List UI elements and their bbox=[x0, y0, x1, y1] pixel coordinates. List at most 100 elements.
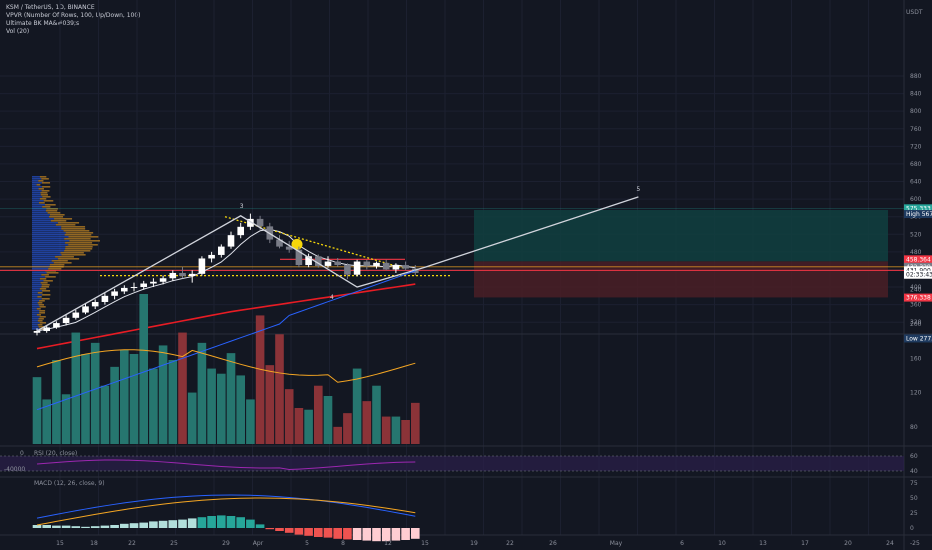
price-tick: 800 bbox=[910, 108, 922, 115]
candle bbox=[247, 218, 254, 227]
rsi-tick: 40 bbox=[910, 468, 918, 475]
time-tick: 5 bbox=[305, 540, 309, 547]
candle bbox=[188, 273, 196, 277]
macd-histogram-bar bbox=[226, 516, 236, 528]
volume-bar bbox=[314, 385, 323, 444]
candle bbox=[402, 265, 409, 269]
volume-bar bbox=[343, 413, 352, 444]
time-tick: 24 bbox=[886, 540, 894, 547]
volume-ma-orange bbox=[36, 349, 416, 383]
time-tick: 17 bbox=[801, 540, 809, 547]
price-tick: 360 bbox=[910, 302, 922, 309]
take-profit-zone bbox=[474, 209, 888, 262]
volume-bar bbox=[265, 365, 275, 444]
price-label-box bbox=[904, 270, 932, 279]
indicator-ultimate-ma[interactable]: Ultimate BK MA&#039;s bbox=[6, 20, 80, 27]
candle bbox=[382, 262, 390, 270]
macd-histogram-bar bbox=[187, 518, 197, 528]
volume-bar bbox=[71, 332, 81, 444]
candle bbox=[353, 261, 361, 275]
candle bbox=[305, 256, 312, 266]
macd-histogram-bar bbox=[32, 525, 42, 528]
time-tick: 8 bbox=[341, 540, 345, 547]
volume-bar bbox=[226, 353, 236, 444]
candle bbox=[169, 272, 177, 279]
candle bbox=[130, 287, 138, 289]
ma-white bbox=[36, 228, 416, 332]
macd-histogram-bar bbox=[178, 519, 187, 528]
candle bbox=[62, 317, 70, 324]
volume-bar bbox=[333, 426, 342, 444]
symbol-title: KSM / TetherUS, 1D, BINANCE bbox=[6, 4, 95, 11]
macd-histogram-bar bbox=[284, 528, 294, 533]
macd-histogram-bar bbox=[139, 522, 148, 528]
macd-histogram-bar bbox=[401, 528, 410, 540]
volume-bar bbox=[207, 368, 216, 444]
macd-histogram-bar bbox=[149, 521, 158, 528]
candle bbox=[218, 246, 225, 255]
macd-histogram-bar bbox=[372, 528, 381, 542]
volume-bar bbox=[246, 399, 255, 444]
candle bbox=[159, 278, 167, 282]
candle bbox=[72, 312, 80, 318]
rsi-title: RSI (20, close) bbox=[34, 450, 77, 457]
indicator-volume[interactable]: Vol (20) bbox=[6, 28, 30, 35]
price-tick: 720 bbox=[910, 143, 922, 150]
price-tick: 320 bbox=[910, 319, 922, 326]
price-tick: 480 bbox=[910, 249, 922, 256]
volume-bar bbox=[149, 368, 158, 444]
macd-tick: 0 bbox=[910, 525, 914, 532]
candle bbox=[334, 261, 341, 266]
rsi-left-tick: 0 bbox=[20, 450, 24, 457]
candle bbox=[256, 218, 264, 227]
price-tick: 840 bbox=[910, 91, 922, 98]
volume-bar bbox=[32, 377, 42, 444]
price-tick: 640 bbox=[910, 179, 922, 186]
indicator-vpvr[interactable]: VPVR (Number Of Rows, 100, Up/Down, 100) bbox=[6, 12, 141, 19]
price-label-box bbox=[904, 293, 932, 302]
price-label: 575.333 bbox=[906, 205, 931, 212]
price-tick: 520 bbox=[910, 231, 922, 238]
candle bbox=[227, 235, 235, 247]
macd-histogram-bar bbox=[120, 523, 129, 528]
time-tick: May bbox=[610, 540, 623, 547]
time-tick: 10 bbox=[718, 540, 726, 547]
macd-histogram-bar bbox=[294, 528, 304, 535]
macd-histogram-bar bbox=[90, 526, 100, 528]
candle bbox=[285, 246, 293, 250]
price-label: 376.338 bbox=[906, 295, 931, 302]
volume-bar bbox=[158, 345, 168, 444]
elliott-wave-path bbox=[36, 196, 639, 332]
macd-histogram-bar bbox=[100, 525, 110, 528]
macd-histogram-bar bbox=[110, 525, 119, 528]
time-tick: 6 bbox=[680, 540, 684, 547]
candle bbox=[208, 254, 215, 259]
macd-histogram-bar bbox=[61, 525, 71, 528]
macd-histogram-bar bbox=[236, 517, 245, 528]
volume-bar bbox=[61, 394, 71, 444]
volume-bar bbox=[411, 402, 420, 444]
macd-tick: 50 bbox=[910, 495, 918, 502]
volume-tick: 240 bbox=[910, 287, 922, 294]
candle bbox=[344, 265, 351, 275]
time-tick: 15 bbox=[56, 540, 64, 547]
price-label: 02:33:43 bbox=[906, 272, 932, 279]
candle bbox=[53, 323, 60, 328]
time-tick: 20 bbox=[844, 540, 852, 547]
candle bbox=[324, 261, 332, 266]
macd-histogram-bar bbox=[129, 523, 139, 528]
price-label-box bbox=[904, 255, 932, 264]
candle bbox=[276, 239, 283, 247]
time-tick: 26 bbox=[549, 540, 557, 547]
time-tick: Apr bbox=[253, 540, 264, 547]
price-tick: 880 bbox=[910, 73, 922, 80]
wave-label-3: 3 bbox=[240, 203, 244, 210]
price-label-box bbox=[904, 210, 932, 219]
volume-bar bbox=[217, 373, 226, 444]
macd-histogram-bar bbox=[323, 528, 333, 538]
macd-histogram-bar bbox=[265, 528, 275, 530]
time-tick: 19 bbox=[470, 540, 478, 547]
time-tick: 13 bbox=[759, 540, 767, 547]
